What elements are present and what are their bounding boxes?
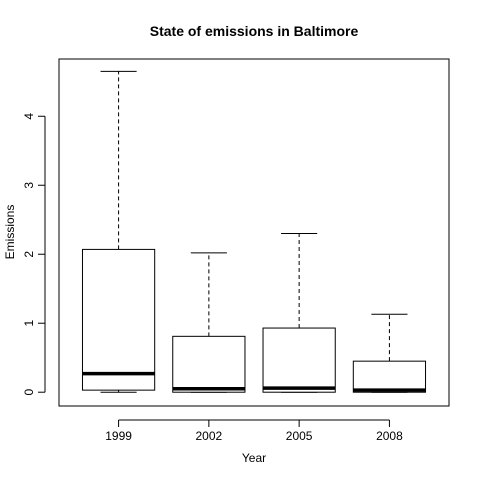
iqr-box: [81, 248, 156, 391]
iqr-box: [262, 327, 336, 393]
y-tick-label: 3: [22, 182, 36, 189]
plot-frame: [58, 58, 450, 407]
y-tick-label: 1: [22, 320, 36, 327]
x-tick-label: 2008: [376, 429, 403, 443]
chart-title: State of emissions in Baltimore: [150, 23, 359, 39]
y-tick-label: 2: [22, 251, 36, 258]
box-1999: [81, 70, 156, 393]
x-tick-label: 2005: [286, 429, 313, 443]
y-axis: 0 1 2 3 4: [22, 113, 46, 396]
box-series: [81, 70, 427, 393]
box-2002: [172, 252, 246, 393]
y-tick-label: 4: [22, 113, 36, 120]
box-2008: [352, 313, 427, 393]
x-tick-label: 1999: [105, 429, 132, 443]
x-tick-label: 2002: [196, 429, 223, 443]
iqr-box: [352, 360, 427, 393]
x-axis-label: Year: [242, 451, 266, 465]
y-axis-label: Emissions: [3, 205, 17, 260]
y-tick-label: 0: [22, 389, 36, 396]
iqr-box: [172, 335, 246, 393]
box-2005: [262, 233, 336, 393]
x-axis: 1999 2002 2005 2008: [105, 419, 403, 443]
